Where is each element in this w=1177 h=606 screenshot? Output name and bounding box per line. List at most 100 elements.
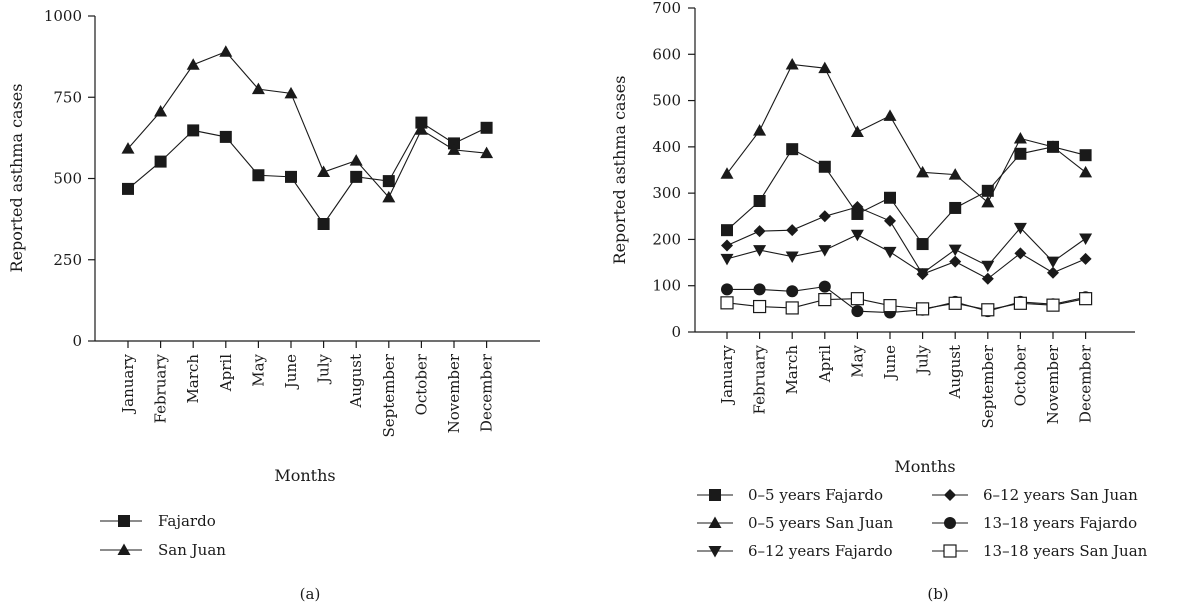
y-tick-label: 750 xyxy=(53,88,82,106)
series-san-juan xyxy=(121,45,494,203)
data-point xyxy=(122,182,134,195)
x-tick-label: April xyxy=(816,345,834,383)
data-point xyxy=(285,170,297,183)
data-point xyxy=(1047,266,1059,279)
data-point xyxy=(1046,298,1060,312)
series-13-18-years-fajardo xyxy=(721,280,1092,319)
series-13-18-years-san-juan xyxy=(720,292,1093,317)
data-point xyxy=(948,168,962,180)
x-tick-label: August xyxy=(347,354,365,408)
data-point xyxy=(1013,296,1028,310)
x-tick-label: November xyxy=(1044,344,1062,424)
data-point xyxy=(1079,233,1093,246)
data-point xyxy=(916,238,929,251)
legend-marker xyxy=(944,489,956,501)
series-line xyxy=(726,298,1086,311)
legend-marker xyxy=(708,516,722,528)
legend-marker xyxy=(117,543,131,555)
legend-label: 13–18 years San Juan xyxy=(983,542,1148,560)
y-tick-label: 100 xyxy=(652,277,681,295)
data-point xyxy=(1046,140,1060,152)
data-point xyxy=(382,190,396,203)
data-point xyxy=(752,299,767,314)
data-point xyxy=(753,283,766,296)
data-point xyxy=(883,299,897,313)
legend-entry: 13–18 years Fajardo xyxy=(932,514,1137,532)
data-point xyxy=(1013,222,1027,235)
data-point xyxy=(480,146,494,159)
x-tick-label: January xyxy=(119,353,137,414)
data-point xyxy=(154,105,168,117)
data-point xyxy=(883,109,897,121)
series-6-12-years-fajardo xyxy=(720,222,1093,280)
legend-marker xyxy=(944,517,956,529)
data-point xyxy=(851,305,864,318)
legend-label: San Juan xyxy=(158,541,226,559)
legend-label: 6–12 years San Juan xyxy=(983,486,1138,504)
data-point xyxy=(480,121,493,134)
data-point xyxy=(720,253,734,266)
data-point xyxy=(981,272,994,285)
data-point xyxy=(818,245,832,257)
data-point xyxy=(1046,256,1060,269)
data-point xyxy=(884,214,896,227)
data-point xyxy=(786,224,799,237)
x-tick-label: October xyxy=(412,353,430,415)
data-point xyxy=(720,167,734,179)
y-tick-label: 500 xyxy=(53,170,82,188)
x-tick-label: December xyxy=(1077,344,1095,423)
x-tick-label: October xyxy=(1011,344,1029,406)
data-point xyxy=(414,123,428,135)
x-tick-label: May xyxy=(848,344,866,377)
panel-label: (b) xyxy=(927,585,948,603)
data-point xyxy=(317,165,331,177)
x-tick-label: June xyxy=(282,354,300,390)
data-point xyxy=(1079,252,1092,265)
data-point xyxy=(753,124,767,136)
data-point xyxy=(447,143,461,155)
data-point xyxy=(785,57,799,70)
data-point xyxy=(949,201,962,214)
legend-entry: 0–5 years Fajardo xyxy=(697,486,883,504)
data-point xyxy=(251,82,265,95)
y-axis-title: Reported asthma cases xyxy=(7,84,26,273)
data-point xyxy=(415,116,428,129)
x-tick-label: February xyxy=(152,353,170,423)
data-point xyxy=(948,244,962,257)
x-tick-label: January xyxy=(718,344,736,405)
data-point xyxy=(219,45,233,57)
x-tick-label: July xyxy=(914,344,932,375)
x-tick-label: March xyxy=(184,354,202,404)
legend-label: 0–5 years Fajardo xyxy=(748,486,883,504)
legend-marker xyxy=(708,546,722,558)
x-axis-title: Months xyxy=(274,466,335,485)
x-tick-label: September xyxy=(979,344,997,428)
data-point xyxy=(916,268,929,281)
x-tick-label: December xyxy=(478,353,496,432)
data-point xyxy=(981,303,995,317)
y-tick-label: 700 xyxy=(652,0,681,17)
legend-entry: 6–12 years San Juan xyxy=(932,486,1138,504)
series-line xyxy=(726,146,1086,245)
legend-entry: Fajardo xyxy=(100,512,216,530)
data-point xyxy=(1078,292,1093,306)
data-point xyxy=(721,283,733,296)
data-point xyxy=(317,218,330,230)
x-axis-title: Months xyxy=(894,457,955,476)
data-point xyxy=(786,143,799,156)
data-point xyxy=(916,165,930,178)
data-point xyxy=(851,207,864,220)
legend-entry: 13–18 years San Juan xyxy=(932,542,1148,560)
data-point xyxy=(219,130,232,143)
data-point xyxy=(818,280,831,293)
x-tick-label: March xyxy=(783,345,801,395)
data-point xyxy=(850,229,864,242)
data-point xyxy=(252,169,265,182)
data-point xyxy=(883,246,897,259)
y-tick-label: 500 xyxy=(652,92,681,110)
data-point xyxy=(284,86,298,99)
x-tick-label: February xyxy=(751,344,769,414)
legend-marker xyxy=(709,489,721,501)
legend-label: 6–12 years Fajardo xyxy=(748,542,893,560)
data-point xyxy=(786,285,799,298)
